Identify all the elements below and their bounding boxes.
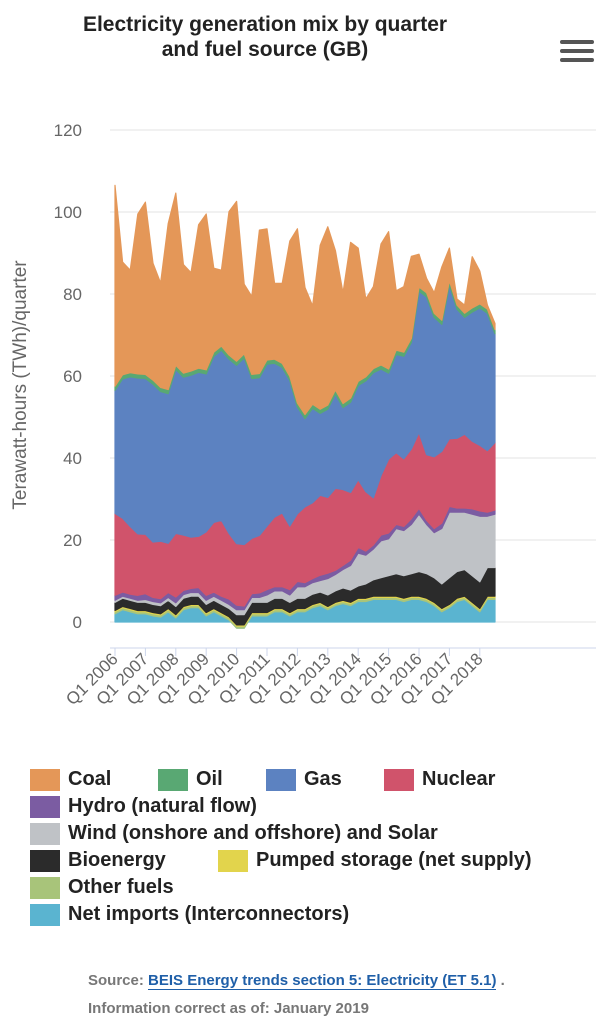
legend-swatch [384,768,414,791]
legend-label: Nuclear [422,768,496,791]
menu-icon-bar [560,58,594,62]
legend-item-bioenergy[interactable]: Bioenergy [30,849,166,873]
legend-swatch [30,876,60,899]
chart-title: Electricity generation mix by quarter an… [10,12,520,62]
legend-swatch [30,849,60,872]
source-line: Source: BEIS Energy trends section 5: El… [88,972,505,990]
source-prefix: Source: [88,972,144,989]
chart-title-line1: Electricity generation mix by quarter [82,13,448,36]
legend-item-hydro[interactable]: Hydro (natural flow) [30,795,257,819]
y-tick-label: 120 [54,121,82,140]
legend-item-other-fuels[interactable]: Other fuels [30,876,174,900]
source-link[interactable]: BEIS Energy trends section 5: Electricit… [148,972,497,990]
area-coal [114,184,496,416]
y-axis: 0 20 40 60 80 100 120 [54,121,82,632]
legend-label: Bioenergy [68,849,166,872]
legend-item-wind-solar[interactable]: Wind (onshore and offshore) and Solar [30,822,438,846]
info-line: Information correct as of: January 2019 [88,1000,369,1017]
legend-swatch [158,768,188,791]
legend-swatch [218,849,248,872]
legend-swatch [30,768,60,791]
menu-icon[interactable] [560,40,594,68]
legend-swatch [30,903,60,926]
menu-icon-bar [560,49,594,53]
legend-swatch [30,822,60,845]
legend-item-net-imports[interactable]: Net imports (Interconnectors) [30,903,349,927]
y-axis-label: Terawatt-hours (TWh)/quarter [10,260,31,510]
chart-title-line2: and fuel source (GB) [161,38,369,61]
legend-swatch [30,795,60,818]
y-tick-label: 100 [54,203,82,222]
legend-item-oil[interactable]: Oil [158,768,223,792]
legend-label: Net imports (Interconnectors) [68,903,350,926]
y-tick-label: 40 [63,449,82,468]
legend-label: Hydro (natural flow) [68,795,257,818]
y-tick-label: 0 [73,613,82,632]
menu-icon-bar [560,40,594,44]
y-tick-label: 60 [63,367,82,386]
legend-item-gas[interactable]: Gas [266,768,342,792]
legend-label: Pumped storage (net supply) [256,849,532,872]
chart-areas [114,184,496,629]
legend-label: Other fuels [68,876,174,899]
legend-label: Oil [196,768,223,791]
source-suffix: . [500,972,505,989]
legend-label: Wind (onshore and offshore) and Solar [68,822,438,845]
legend-item-coal[interactable]: Coal [30,768,111,792]
legend-swatch [266,768,296,791]
y-tick-label: 20 [63,531,82,550]
legend-label: Coal [68,768,112,791]
legend-item-nuclear[interactable]: Nuclear [384,768,495,792]
legend-item-pumped-storage[interactable]: Pumped storage (net supply) [218,849,532,873]
legend-label: Gas [304,768,342,791]
y-tick-label: 80 [63,285,82,304]
